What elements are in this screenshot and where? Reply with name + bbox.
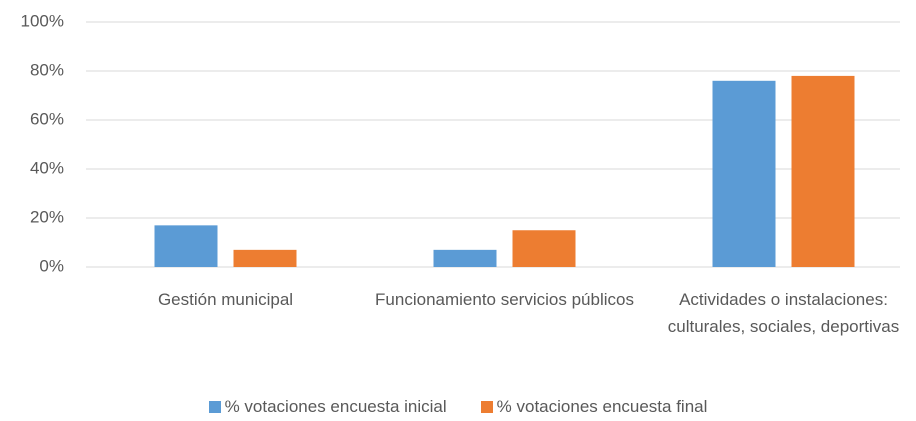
legend-swatch [208, 401, 221, 413]
bar [233, 249, 297, 267]
legend-label: % votaciones encuesta inicial [224, 397, 447, 416]
bar [512, 230, 576, 267]
bar [154, 225, 218, 267]
legend-label: % votaciones encuesta final [496, 397, 708, 416]
legend: % votaciones encuesta inicial % votacione… [0, 397, 916, 417]
bar [433, 249, 497, 267]
legend-swatch [480, 401, 493, 413]
legend-item: % votaciones encuesta inicial [208, 397, 447, 417]
y-tick-label: 0% [39, 256, 64, 275]
y-tick-label: 40% [30, 158, 64, 177]
x-tick-label: Funcionamiento servicios públicos [375, 290, 634, 309]
bar [712, 80, 776, 267]
x-tick-label: Gestión municipal [157, 290, 294, 309]
y-tick-label: 20% [30, 207, 64, 226]
x-tick-label: Actividades o instalaciones: culturales,… [667, 290, 900, 336]
bar [791, 75, 855, 268]
y-tick-label: 80% [30, 60, 64, 79]
legend-item: % votaciones encuesta final [480, 397, 708, 417]
y-tick-label: 60% [30, 109, 64, 128]
y-tick-label: 100% [21, 11, 64, 30]
